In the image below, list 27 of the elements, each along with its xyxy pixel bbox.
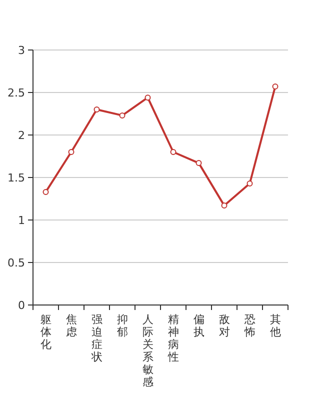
x-tick-label: 敌对	[218, 313, 230, 338]
point	[144, 94, 151, 101]
point	[196, 160, 202, 166]
y-tick-label: 3	[18, 44, 25, 57]
x-tick-label: 偏执	[193, 313, 204, 338]
y-tick-label: 2	[18, 129, 25, 142]
x-tick-label: 焦虑	[66, 313, 77, 338]
x-tick-label: 抑郁	[116, 313, 128, 338]
point	[94, 106, 100, 112]
point	[272, 84, 278, 90]
x-tick-label: 强迫症状	[90, 313, 102, 364]
point	[170, 149, 176, 155]
point	[68, 149, 74, 155]
point	[246, 180, 253, 186]
x-tick-label: 人际关系敏感	[142, 313, 154, 388]
point	[119, 112, 126, 118]
y-tick-label: 0	[18, 299, 25, 312]
x-tick-label: 精神病性	[166, 313, 179, 364]
y-tick-label: 1.5	[8, 172, 25, 184]
y-tick-label: 0.5	[8, 256, 25, 270]
point	[221, 202, 228, 209]
point	[42, 188, 49, 195]
y-tick-label: 1	[18, 214, 25, 227]
x-tick-label: 躯体化	[40, 313, 52, 351]
x-tick-label: 恐怖	[243, 313, 256, 338]
x-tick-label: 其他	[270, 313, 281, 338]
y-tick-label: 2.5	[8, 86, 25, 100]
